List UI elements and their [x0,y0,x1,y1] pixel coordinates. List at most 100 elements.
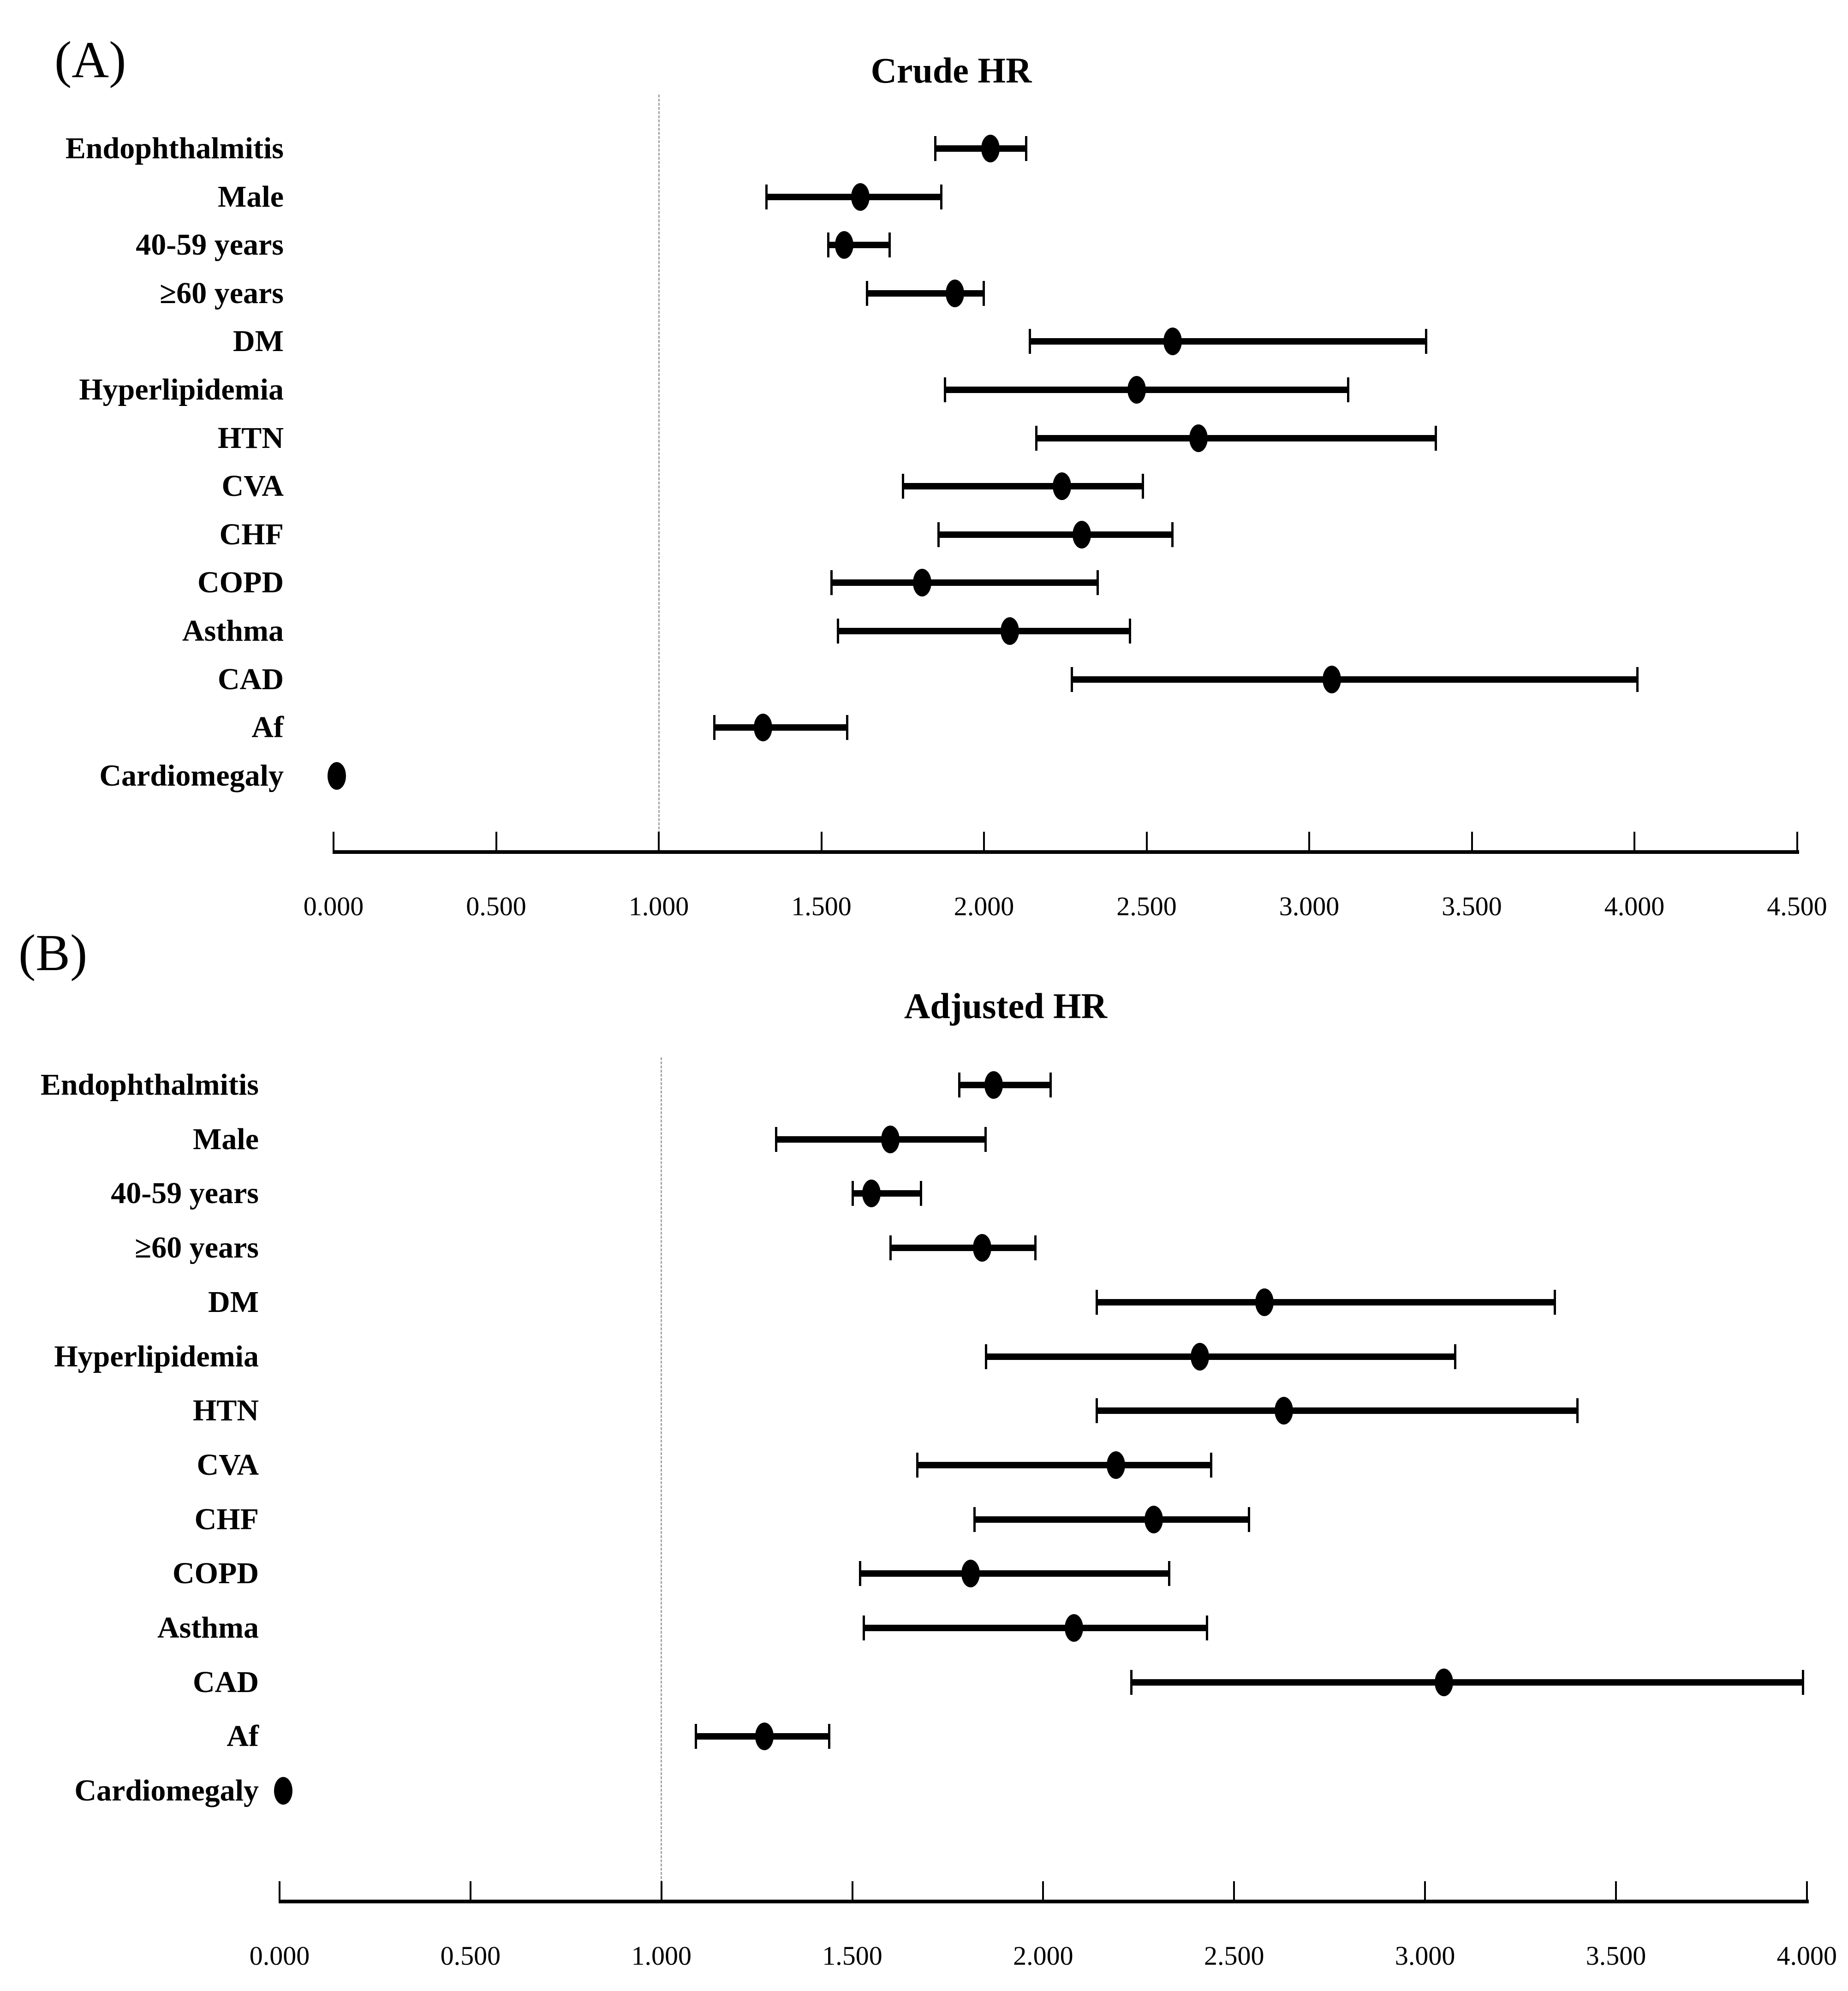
row-label-cva: CVA [221,469,284,503]
hr-point-marker [1001,617,1019,645]
row-label-cva: CVA [197,1448,259,1482]
row-label-asthma: Asthma [182,614,284,648]
row-label--60-years: ≥60 years [135,1231,259,1265]
ci-cap-left [889,1235,892,1261]
ci-cap-right [1636,667,1639,692]
hr-point-marker [1190,1342,1209,1371]
ci-cap-right [1434,425,1437,451]
ci-bar [776,1136,986,1143]
x-axis-line [279,1900,1809,1903]
hr-point-marker [1072,520,1091,548]
ci-cap-left [1130,1669,1133,1695]
x-axis-tick-label: 1.000 [628,891,689,921]
ci-bar [935,145,1026,152]
hr-point-marker [1435,1668,1454,1696]
x-axis-tick-label: 3.000 [1395,1941,1455,1971]
ci-bar [986,1353,1456,1360]
ci-cap-right [1171,522,1174,547]
x-axis-line [333,850,1799,854]
x-axis-tick-label: 0.000 [249,1941,310,1971]
hr-point-marker [755,1723,774,1751]
ci-cap-right [1801,1669,1804,1695]
row-label-htn: HTN [192,1394,259,1428]
x-axis-tick [851,1881,853,1900]
ci-cap-right [1206,1615,1209,1640]
ci-bar [959,1082,1051,1088]
x-axis-tick-label: 1.500 [822,1941,882,1971]
ci-cap-left [859,1561,862,1586]
row-label-chf: CHF [194,1502,259,1536]
ci-cap-left [985,1344,988,1369]
row-label-htn: HTN [217,421,284,455]
ci-cap-left [1096,1289,1098,1315]
x-axis-tick-label: 1.000 [631,1941,692,1971]
hr-point-marker [945,279,964,307]
row-label-dm: DM [208,1285,259,1319]
ci-bar [938,531,1173,538]
row-label-cardiomegaly: Cardiomegaly [74,1774,259,1808]
row-label-hyperlipidemia: Hyperlipidemia [54,1339,259,1373]
row-label-asthma: Asthma [157,1611,259,1645]
ci-bar [714,724,847,731]
x-axis-tick-label: 3.500 [1586,1941,1646,1971]
x-axis-tick [1615,1881,1617,1900]
ci-cap-right [983,280,985,306]
hr-point-marker [274,1777,293,1805]
row-label-dm: DM [233,324,284,358]
ci-cap-left [827,232,829,258]
ci-cap-right [1425,329,1427,354]
ci-cap-left [713,715,715,740]
ci-bar [1097,1407,1578,1414]
hr-point-marker [981,135,1000,162]
x-axis-tick [1806,1881,1808,1900]
ci-cap-left [973,1507,976,1532]
ci-cap-left [1096,1398,1098,1424]
hr-point-marker [1189,424,1208,452]
x-axis-tick [333,832,334,850]
hr-point-marker [1163,328,1182,356]
hr-point-marker [1106,1451,1125,1479]
ci-cap-left [851,1181,854,1206]
x-axis-tick [820,832,823,850]
ci-cap-right [919,1181,922,1206]
x-axis-tick-label: 4.500 [1767,891,1827,921]
hr-point-marker [913,569,932,597]
ci-bar [974,1516,1250,1523]
hr-point-marker [984,1071,1003,1099]
hr-point-marker [1145,1505,1163,1533]
x-axis-tick-label: 4.000 [1776,1941,1837,1971]
ci-cap-left [1035,425,1037,451]
ci-bar [917,1461,1211,1468]
x-axis-tick [469,1881,471,1900]
row-label-cardiomegaly: Cardiomegaly [99,758,284,793]
x-axis-tick-label: 2.500 [1204,1941,1264,1971]
x-axis-tick [495,832,497,850]
panel-b-title: Adjusted HR [904,986,1107,1026]
x-axis-tick [1796,832,1798,850]
ci-bar [1097,1299,1555,1305]
ci-bar [837,628,1131,634]
ci-bar [860,1570,1169,1577]
panel-b-letter: (B) [18,924,88,982]
x-axis-tick [1471,832,1473,850]
x-axis-tick [983,832,985,850]
panel-a-title: Crude HR [870,50,1032,90]
x-axis-tick-label: 3.000 [1279,891,1340,921]
panel-a-letter: (A) [54,31,126,89]
ci-cap-left [934,136,937,161]
ci-cap-right [846,715,848,740]
row-label-chf: CHF [219,517,284,551]
reference-line-hr1 [658,95,660,850]
ci-cap-left [944,377,947,402]
ci-cap-left [1028,329,1031,354]
ci-cap-right [1576,1398,1579,1424]
ci-cap-right [1553,1289,1556,1315]
ci-bar [867,290,984,297]
ci-cap-left [830,570,833,596]
hr-point-marker [972,1234,991,1262]
ci-bar [1131,1679,1803,1686]
row-label-hyperlipidemia: Hyperlipidemia [79,373,284,406]
ci-bar [890,1245,1036,1252]
hr-point-marker [328,762,346,790]
